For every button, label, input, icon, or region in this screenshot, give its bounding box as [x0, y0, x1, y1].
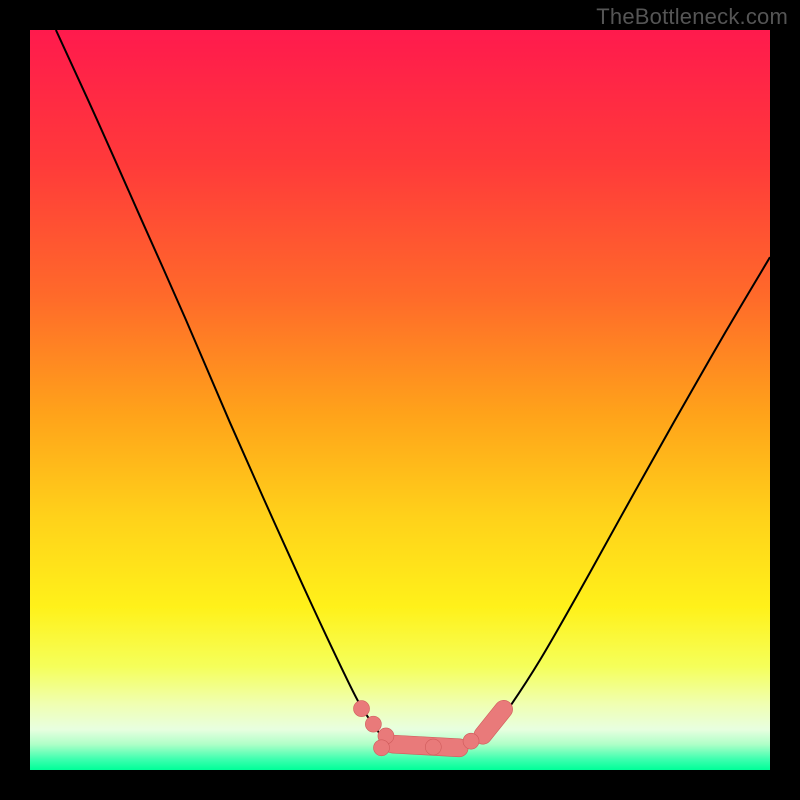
- watermark-text: TheBottleneck.com: [596, 4, 788, 30]
- marker-dot: [425, 739, 441, 755]
- marker-dot: [374, 740, 390, 756]
- stage: TheBottleneck.com: [0, 0, 800, 800]
- plot-background: [30, 30, 770, 770]
- marker-dot: [354, 701, 370, 717]
- marker-dot: [463, 733, 479, 749]
- bottleneck-chart: [0, 0, 800, 800]
- marker-dot: [365, 716, 381, 732]
